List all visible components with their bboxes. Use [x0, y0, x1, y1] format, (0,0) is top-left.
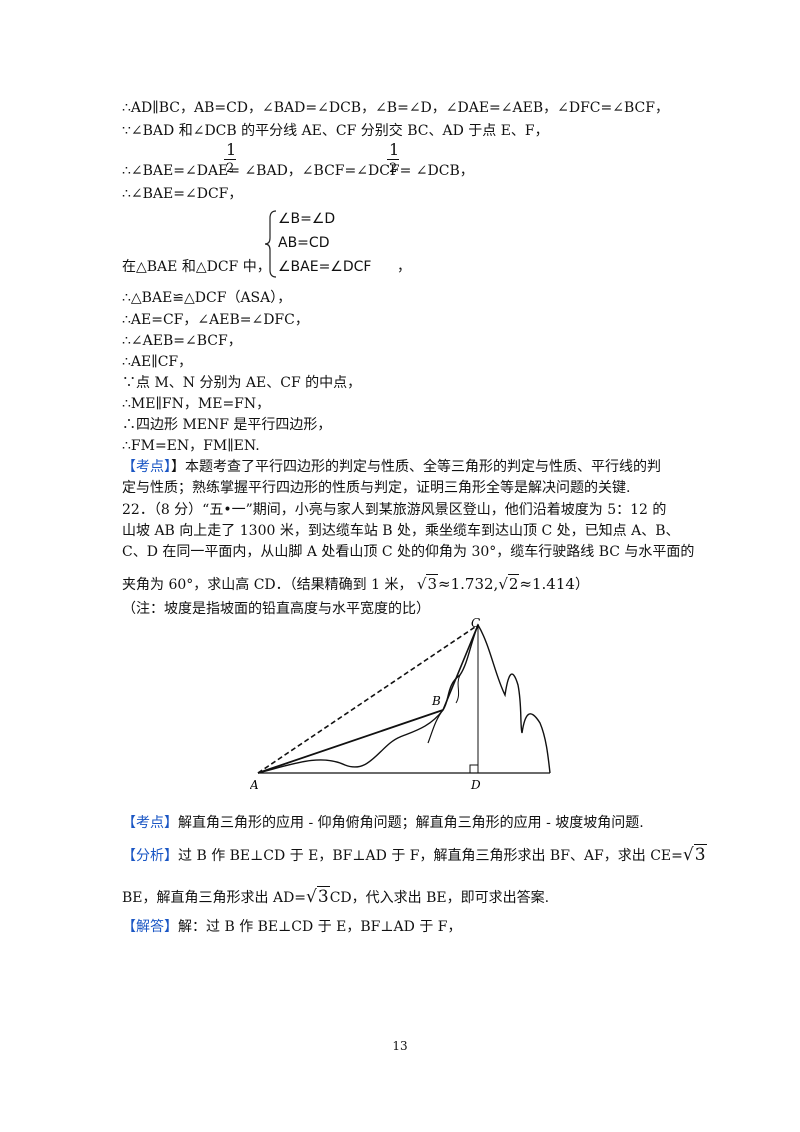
- proof-line-3: ∴∠BAE=∠DAE= ∠BAD，∠BCF=∠DCF= ∠DCB，: [122, 162, 474, 180]
- kaodian-text-3: 解直角三角形的应用 - 仰角俯角问题；解直角三角形的应用 - 坡度坡角问题.: [178, 815, 644, 831]
- proof-line-2: ∵∠BAD 和∠DCB 的平分线 AE、CF 分别交 BC、AD 于点 E、F，: [122, 123, 549, 139]
- fraction-1-denominator: 2: [226, 161, 235, 176]
- dashed-line-ac: [257, 624, 479, 774]
- proof-line-10: ∵点 M、N 分别为 AE、CF 的中点，: [122, 375, 362, 391]
- proof-line-8: ∴∠AEB=∠BCF，: [122, 333, 242, 349]
- system-comma: ，: [397, 259, 411, 275]
- jieda-paragraph: 【解答】解：过 B 作 BE⊥CD 于 E，BF⊥AD 于 F，: [122, 918, 462, 936]
- fenxi-text-1: 过 B 作 BE⊥CD 于 E，BF⊥AD 于 F，解直角三角形求出 BF、AF…: [178, 848, 683, 864]
- mountain-figure: A B C D: [250, 616, 551, 792]
- question-22-line-3: C、D 在同一平面内，从山脚 A 处看山顶 C 处的仰角为 30°，缆车行驶路线…: [122, 544, 695, 560]
- fenxi-tag: 【分析】: [122, 848, 178, 864]
- kaodian-tag-2: 【考点】: [122, 815, 178, 831]
- proof-line-5: 在△BAE 和△DCF 中，: [122, 259, 271, 275]
- kaodian-paragraph-2: 【考点】解直角三角形的应用 - 仰角俯角问题；解直角三角形的应用 - 坡度坡角问…: [122, 814, 644, 832]
- label-d: D: [470, 778, 481, 792]
- slope-line-ab: [257, 709, 444, 774]
- proof-line-11: ∴ME∥FN，ME=FN，: [122, 396, 271, 412]
- system-row-2: AB=CD: [278, 235, 330, 251]
- fenxi-radicand-2: 3: [316, 886, 330, 907]
- kaodian-tag: 【考点】: [122, 459, 171, 475]
- system-row-1: ∠B=∠D: [278, 211, 336, 227]
- fraction-1-bar: [224, 159, 236, 160]
- question-22-line-4-text: 夹角为 60°，求山高 CD．（结果精确到 1 米，: [122, 577, 413, 593]
- fraction-2-denominator: 2: [389, 161, 398, 176]
- radicand-3: 3: [426, 574, 439, 593]
- rock-detail-2: [455, 674, 461, 704]
- fenxi-sqrt-2: √3: [306, 886, 330, 907]
- kaodian-text-2: 定与性质；熟练掌握平行四边形的性质与判定，证明三角形全等是解决问题的关键.: [122, 480, 631, 496]
- kaodian-text-1: 】本题考查了平行四边形的判定与性质、全等三角形的判定与性质、平行线的判: [171, 459, 661, 475]
- approx-1: ≈1.732,: [438, 575, 499, 593]
- equation-system: ∠B=∠D AB=CD ∠BAE=∠DCF: [262, 208, 392, 278]
- fraction-2-numerator: 1: [389, 140, 400, 159]
- left-brace-icon: [264, 210, 277, 278]
- radicand-2: 2: [507, 574, 520, 593]
- system-row-3: ∠BAE=∠DCF: [278, 259, 372, 275]
- proof-line-3-text: ∴∠BAE=∠DAE= ∠BAD，∠BCF=∠DCF= ∠DCB，: [122, 163, 474, 179]
- fenxi-paragraph-2: BE，解直角三角形求出 AD=√3CD，代入求出 BE，即可求出答案.: [122, 886, 550, 907]
- fenxi-sqrt-1: √3: [682, 844, 707, 865]
- kaodian-paragraph-1: 【考点】】本题考查了平行四边形的判定与性质、全等三角形的判定与性质、平行线的判: [122, 458, 661, 476]
- fraction-2-bar: [387, 159, 399, 160]
- fenxi-text-2a: BE，解直角三角形求出 AD=: [122, 890, 307, 906]
- cable-line-bc: [442, 624, 479, 711]
- mountain-outline: [257, 623, 551, 774]
- question-22-line-1: 22．（8 分）“五•一”期间，小亮与家人到某旅游风景区登山，他们沿着坡度为 5…: [122, 502, 667, 518]
- page-number: 13: [392, 1039, 408, 1053]
- approx-2: ≈1.414: [519, 575, 575, 593]
- proof-line-6: ∴△BAE≌△DCF（ASA），: [122, 290, 292, 306]
- question-22-note: （注：坡度是指坡面的铅直高度与水平宽度的比）: [122, 601, 430, 617]
- proof-line-12: ∴四边形 MENF 是平行四边形，: [122, 417, 332, 433]
- sqrt-3-expression: √3≈1.732,√2≈1.414: [416, 574, 575, 593]
- label-a: A: [250, 778, 259, 792]
- question-22-line-2: 山坡 AB 向上走了 1300 米，到达缆车站 B 处，乘坐缆车到达山顶 C 处…: [122, 523, 680, 539]
- question-22-line-4: 夹角为 60°，求山高 CD．（结果精确到 1 米， √3≈1.732,√2≈1…: [122, 574, 589, 594]
- fenxi-paragraph: 【分析】过 B 作 BE⊥CD 于 E，BF⊥AD 于 F，解直角三角形求出 B…: [122, 844, 707, 865]
- proof-line-7: ∴AE=CF，∠AEB=∠DFC，: [122, 312, 309, 328]
- proof-line-13: ∴FM=EN，FM∥EN.: [122, 438, 260, 454]
- label-c: C: [471, 616, 480, 630]
- fenxi-radicand-1: 3: [693, 844, 707, 865]
- jieda-tag: 【解答】: [122, 919, 178, 935]
- fraction-1-numerator: 1: [226, 140, 237, 159]
- rock-detail: [427, 709, 444, 744]
- right-angle-marker: [469, 764, 478, 773]
- fenxi-text-2b: CD，代入求出 BE，即可求出答案.: [329, 890, 550, 906]
- proof-line-1: ∴AD∥BC，AB=CD，∠BAD=∠DCB，∠B=∠D，∠DAE=∠AEB，∠…: [122, 100, 669, 116]
- proof-line-9: ∴AE∥CF，: [122, 354, 193, 370]
- closing-paren: ）: [574, 577, 589, 593]
- proof-line-4: ∴∠BAE=∠DCF，: [122, 186, 243, 202]
- jieda-text: 解：过 B 作 BE⊥CD 于 E，BF⊥AD 于 F，: [178, 919, 462, 935]
- label-b: B: [431, 694, 441, 708]
